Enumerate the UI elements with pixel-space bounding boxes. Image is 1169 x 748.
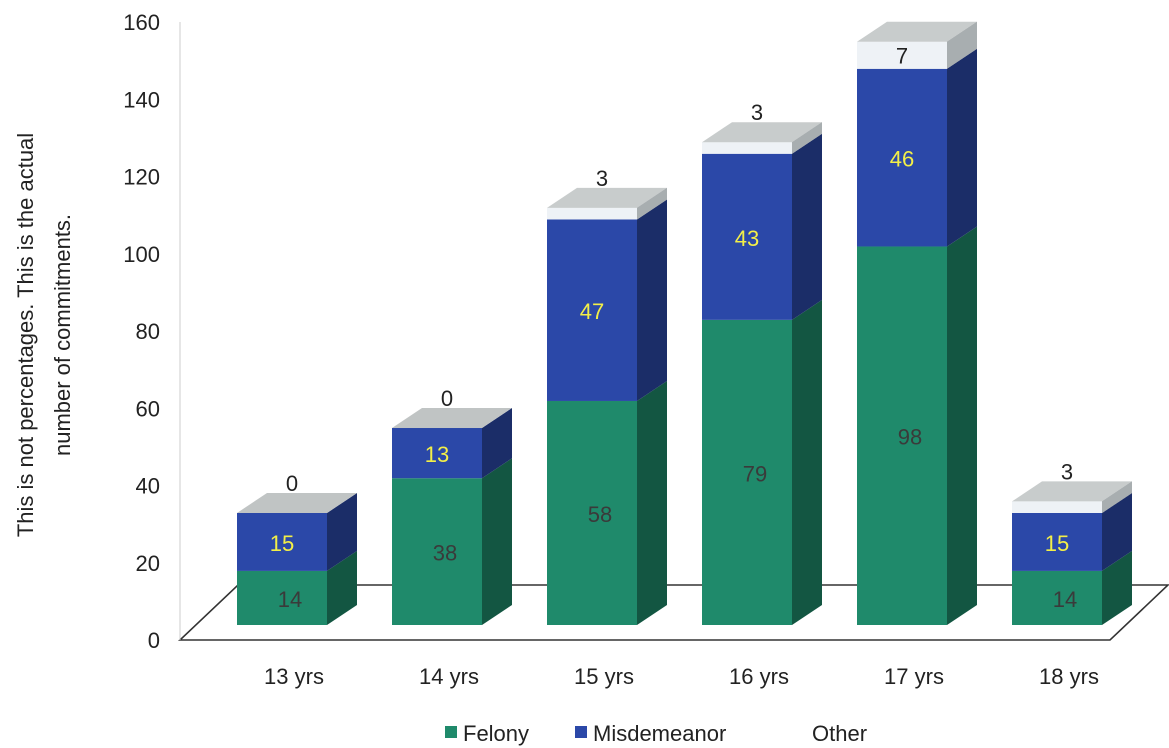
bars-group [237,21,1132,625]
y-tick-label: 160 [123,10,160,35]
bar-stack [857,21,977,625]
legend-label: Felony [463,721,529,746]
bar-segment-side [327,550,357,625]
bar-segment-side [792,299,822,625]
bar-stack [392,408,512,625]
data-label: 7 [896,43,908,68]
bar-top-face [857,21,977,42]
bar-segment-front [857,68,947,247]
y-tick-label: 80 [136,319,160,344]
data-label: 0 [286,471,298,496]
x-tick-label: 15 yrs [574,664,634,689]
bar-segment-side [637,199,667,401]
bar-stack [237,492,357,625]
bar-segment-front [1012,512,1102,571]
bar-top-face [702,122,822,143]
data-label: 0 [441,386,453,411]
x-tick-label: 17 yrs [884,664,944,689]
x-tick-label: 16 yrs [729,664,789,689]
bar-segment-side [1102,550,1132,625]
bar-top-face [547,187,667,208]
data-label: 14 [1053,587,1077,612]
x-tick-label: 18 yrs [1039,664,1099,689]
data-label: 3 [751,100,763,125]
legend-label: Other [812,721,867,746]
data-label: 15 [270,531,294,556]
bar-segment-front [547,219,637,401]
data-labels-group: 14 15 0 38 13 0 58 47 3 79 43 3 98 46 7 14 15 3 [270,43,1077,612]
bar-segment-side [637,187,667,220]
bar-segment-side [482,458,512,625]
bar-segment-front [1012,570,1102,625]
bar-segment-front [857,246,947,625]
data-label: 46 [890,147,914,172]
data-label: 98 [898,425,922,450]
y-tick-label: 100 [123,242,160,267]
data-label: 58 [588,502,612,527]
bar-stack [702,122,822,625]
bar-segment-side [947,48,977,247]
legend-item: Felony [445,721,529,746]
bar-top-face [392,408,512,429]
data-label: 14 [278,587,302,612]
legend-label: Misdemeanor [593,721,726,746]
bar-segment-front [237,570,327,625]
y-axis: 0 20 40 60 80 100 120 140 160 [123,10,181,653]
bar-stack [547,187,667,625]
bar-segment-side [947,21,977,69]
data-label: 43 [735,226,759,251]
y-tick-label: 120 [123,165,160,190]
y-tick-label: 40 [136,474,160,499]
bar-top-face [1012,481,1132,502]
bar-segment-front [702,142,792,154]
x-tick-label: 14 yrs [419,664,479,689]
bar-segment-front [237,512,327,571]
legend-swatch [445,726,457,738]
bar-segment-side [792,122,822,154]
legend-item: Other [812,721,867,746]
data-label: 47 [580,299,604,324]
y-tick-label: 0 [148,628,160,653]
data-label: 38 [433,541,457,566]
x-axis: 13 yrs 14 yrs 15 yrs 16 yrs 17 yrs 18 yrs [264,664,1099,689]
y-tick-label: 140 [123,87,160,112]
y-axis-label: This is not percentages. This is the act… [13,133,75,537]
bar-segment-side [1102,481,1132,513]
y-axis-label-line-1: This is not percentages. This is the act… [13,133,38,537]
bar-segment-front [702,319,792,625]
bar-segment-front [392,428,482,479]
bar-segment-front [547,400,637,625]
y-tick-label: 20 [136,551,160,576]
bar-segment-side [1102,492,1132,571]
bar-stack [1012,481,1132,625]
legend-item: Misdemeanor [575,721,726,746]
data-label: 3 [596,166,608,191]
bar-segment-front [857,41,947,69]
x-tick-label: 13 yrs [264,664,324,689]
y-tick-label: 60 [136,396,160,421]
bar-segment-side [482,408,512,479]
legend-swatch [575,726,587,738]
bar-segment-front [547,207,637,220]
bar-segment-front [392,478,482,625]
bar-segment-front [702,153,792,320]
bar-segment-side [792,133,822,320]
bar-segment-front [1012,501,1102,513]
bar-top-face [237,492,357,513]
data-label: 79 [743,461,767,486]
data-label: 3 [1061,459,1073,484]
bar-segment-side [637,380,667,625]
data-label: 13 [425,442,449,467]
legend: Felony Misdemeanor Other [445,721,867,746]
bar-segment-side [947,226,977,625]
y-axis-label-line-2: number of commitments. [50,214,75,456]
data-label: 15 [1045,531,1069,556]
bar-segment-side [327,492,357,571]
